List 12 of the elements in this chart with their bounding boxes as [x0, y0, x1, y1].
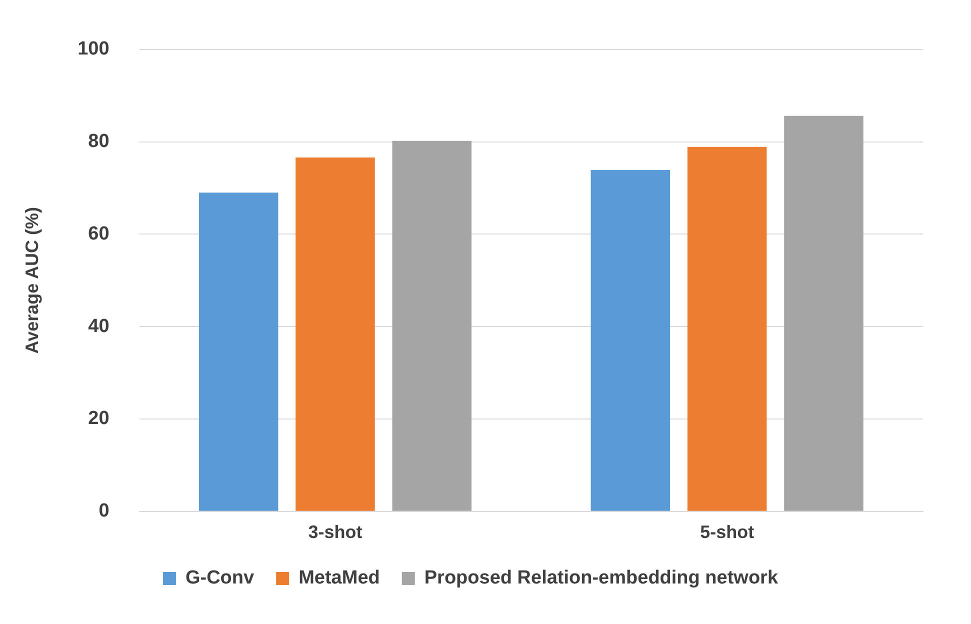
y-tick-label: 60: [88, 223, 110, 244]
x-tick-label: 3-shot: [308, 522, 362, 542]
legend-label: G-Conv: [185, 568, 255, 589]
x-tick-label: 5-shot: [700, 522, 754, 542]
y-tick-label: 80: [88, 131, 110, 152]
y-tick-label: 0: [98, 500, 110, 522]
y-tick-label: 20: [88, 408, 110, 430]
legend-label: Proposed Relation-embedding network: [424, 568, 778, 589]
y-axis-title: Average AUC (%): [22, 207, 42, 354]
y-tick-label: 100: [78, 38, 110, 60]
y-tick-label: 40: [88, 316, 110, 337]
legend-label: MetaMed: [298, 568, 380, 589]
